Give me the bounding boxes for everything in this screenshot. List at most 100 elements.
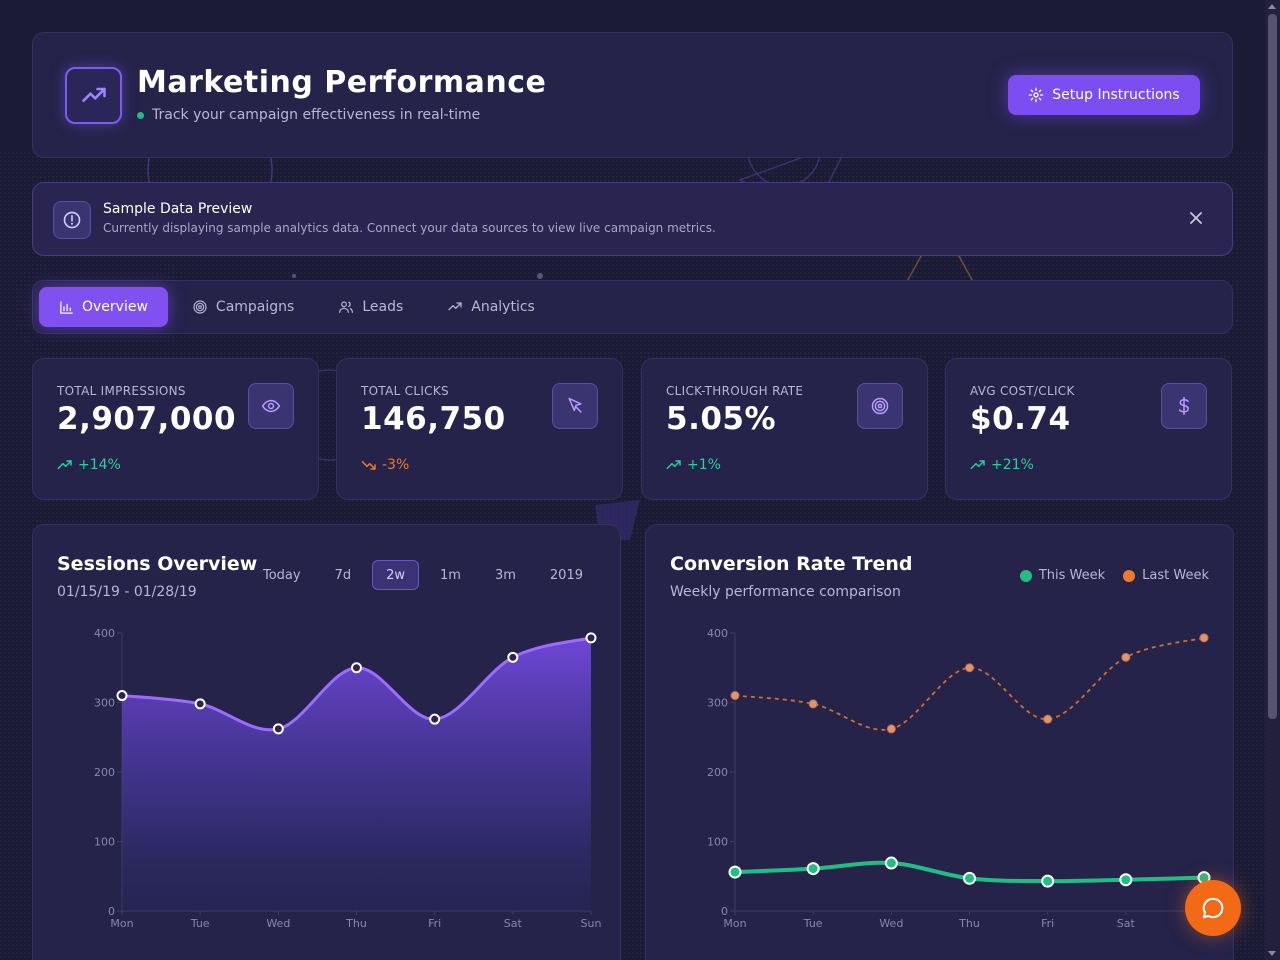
- y-tick-label: 100: [94, 836, 115, 849]
- stat-value: 5.05%: [666, 401, 777, 437]
- trending-down-icon: [361, 460, 376, 470]
- tab-bar: Overview Campaigns Leads Analytics: [32, 280, 1233, 334]
- range-7d-button[interactable]: 7d: [334, 567, 352, 583]
- setup-button-label: Setup Instructions: [1052, 87, 1180, 103]
- scroll-down-arrow[interactable]: [1268, 951, 1276, 956]
- stat-card-impressions: TOTAL IMPRESSIONS 2,907,000 +14%: [32, 358, 319, 500]
- y-tick-label: 0: [721, 905, 728, 918]
- tab-campaigns[interactable]: Campaigns: [172, 287, 314, 327]
- tab-overview[interactable]: Overview: [39, 287, 168, 327]
- range-2w-button[interactable]: 2w: [372, 560, 420, 590]
- tab-label: Analytics: [471, 299, 535, 315]
- sessions-data-point: [351, 662, 362, 674]
- cursor-icon: [552, 383, 598, 429]
- legend-swatch: [1123, 569, 1136, 582]
- stat-change-value: +14%: [78, 457, 121, 473]
- notice-text: Currently displaying sample analytics da…: [103, 221, 716, 235]
- scrollbar-thumb[interactable]: [1268, 14, 1277, 719]
- last-week-data-point: [730, 691, 740, 701]
- stat-change-value: -3%: [382, 457, 410, 473]
- x-tick-label: Tue: [190, 917, 210, 930]
- legend-last-week: Last Week: [1123, 568, 1209, 583]
- dollar-icon: [1161, 383, 1207, 429]
- notice-title: Sample Data Preview: [103, 201, 253, 217]
- page-title: Marketing Performance: [137, 65, 547, 100]
- last-week-data-point: [808, 699, 818, 709]
- chat-bubble-icon: [1202, 897, 1224, 919]
- close-notice-button[interactable]: [1186, 208, 1206, 228]
- trending-up-icon: [57, 460, 72, 470]
- gear-icon: [1028, 87, 1044, 103]
- bar-chart-icon: [60, 300, 73, 314]
- sessions-overview-card: Sessions Overview 01/15/19 - 01/28/19 To…: [32, 524, 621, 960]
- eye-icon: [248, 383, 294, 429]
- users-icon: [339, 301, 354, 313]
- chart-title: Sessions Overview: [57, 553, 258, 575]
- this-week-data-point: [1041, 874, 1055, 888]
- legend-swatch: [1019, 569, 1032, 582]
- tab-label: Overview: [82, 299, 148, 315]
- stat-change: +1%: [666, 457, 721, 473]
- last-week-line: [734, 636, 1205, 731]
- stat-label: CLICK-THROUGH RATE: [666, 384, 804, 398]
- last-week-data-point: [886, 724, 896, 734]
- sessions-data-point: [272, 723, 284, 735]
- last-week-data-point: [1199, 633, 1209, 643]
- trending-up-icon: [970, 460, 985, 470]
- last-week-data-point: [1121, 652, 1131, 662]
- tab-analytics[interactable]: Analytics: [427, 287, 555, 327]
- legend-this-week: This Week: [1019, 568, 1106, 583]
- scroll-up-arrow[interactable]: [1268, 4, 1276, 9]
- sessions-data-point: [585, 632, 597, 644]
- x-tick-label: Thu: [345, 917, 367, 930]
- x-tick-label: Wed: [879, 917, 903, 930]
- tab-label: Leads: [362, 299, 404, 315]
- stat-label: TOTAL IMPRESSIONS: [57, 384, 186, 398]
- alert-icon: [53, 201, 91, 239]
- subtitle-text: Track your campaign effectiveness in rea…: [152, 107, 481, 123]
- x-tick-label: Mon: [723, 917, 746, 930]
- page-scrollbar[interactable]: [1265, 0, 1280, 960]
- x-tick-label: Thu: [958, 917, 980, 930]
- x-tick-label: Fri: [1041, 917, 1054, 930]
- conversion-rate-card: Conversion Rate Trend Weekly performance…: [645, 524, 1234, 960]
- date-range: 01/15/19 - 01/28/19: [57, 584, 197, 600]
- y-tick-label: 200: [707, 766, 728, 779]
- y-tick-label: 100: [707, 836, 728, 849]
- stat-card-ctr: CLICK-THROUGH RATE 5.05% +1%: [641, 358, 928, 500]
- range-today-button[interactable]: Today: [262, 567, 301, 583]
- sessions-data-point: [429, 713, 441, 725]
- x-tick-label: Tue: [803, 917, 823, 930]
- legend-label: This Week: [1038, 568, 1106, 583]
- range-3m-button[interactable]: 3m: [494, 567, 516, 583]
- setup-instructions-button[interactable]: Setup Instructions: [1008, 75, 1200, 115]
- x-tick-label: Sat: [504, 917, 523, 930]
- stat-value: $0.74: [970, 401, 1071, 437]
- x-tick-label: Wed: [266, 917, 290, 930]
- y-tick-label: 400: [94, 627, 115, 640]
- chart-subtitle: Weekly performance comparison: [670, 584, 901, 600]
- tab-leads[interactable]: Leads: [318, 287, 423, 327]
- trending-up-icon: [666, 460, 681, 470]
- legend-label: Last Week: [1142, 568, 1209, 583]
- sessions-data-point: [507, 651, 519, 663]
- chart-legend: This Week Last Week: [1019, 568, 1209, 583]
- trending-up-icon: [448, 302, 462, 311]
- trending-up-icon: [81, 87, 106, 102]
- range-1m-button[interactable]: 1m: [440, 567, 461, 583]
- stat-change-value: +21%: [991, 457, 1034, 473]
- chat-button[interactable]: [1185, 880, 1241, 936]
- stat-change: -3%: [361, 457, 409, 473]
- x-tick-label: Sun: [581, 917, 602, 930]
- target-icon: [193, 300, 207, 314]
- y-tick-label: 300: [94, 697, 115, 710]
- sessions-data-point: [116, 690, 128, 702]
- y-tick-label: 400: [707, 627, 728, 640]
- sessions-area-fill: [122, 637, 591, 911]
- stat-value: 146,750: [361, 401, 506, 437]
- this-week-data-point: [806, 862, 820, 876]
- range-selector: Today 7d 2w 1m 3m 2019: [250, 560, 596, 590]
- last-week-data-point: [1043, 714, 1053, 724]
- range-2019-button[interactable]: 2019: [549, 567, 583, 583]
